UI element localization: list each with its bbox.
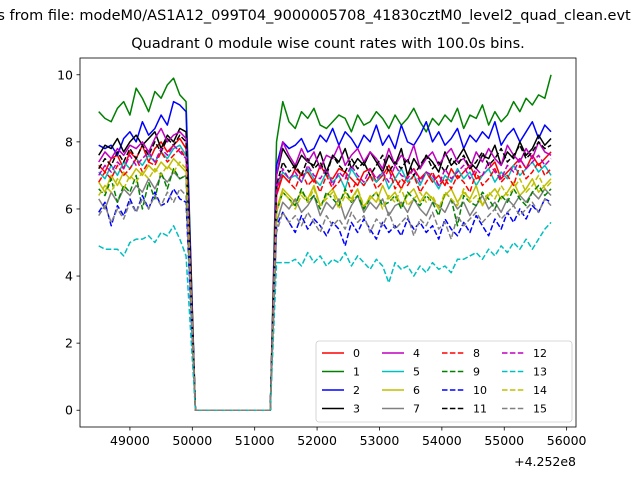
- y-tick-label: 2: [65, 336, 73, 351]
- legend-label-7: 7: [413, 403, 420, 416]
- series-line-8: [98, 147, 552, 411]
- series-line-2: [98, 100, 552, 411]
- legend-label-1: 1: [353, 366, 360, 379]
- legend-label-3: 3: [353, 403, 360, 416]
- y-tick-label: 0: [65, 403, 73, 418]
- chart-title: Quadrant 0 module wise count rates with …: [131, 36, 525, 52]
- legend-label-11: 11: [473, 403, 487, 416]
- x-tick-label: 55000: [484, 433, 524, 448]
- y-tick-label: 10: [57, 67, 73, 82]
- legend-label-8: 8: [473, 347, 480, 360]
- y-tick-label: 4: [65, 269, 73, 284]
- legend-label-5: 5: [413, 366, 420, 379]
- x-tick-label: 49000: [110, 433, 150, 448]
- series-line-3: [98, 127, 552, 411]
- series-line-12: [98, 144, 552, 411]
- legend-label-15: 15: [533, 403, 547, 416]
- legend-label-2: 2: [353, 384, 360, 397]
- x-tick-label: 54000: [422, 433, 462, 448]
- y-tick-label: 6: [65, 201, 73, 216]
- series-line-10: [98, 188, 552, 411]
- legend-label-12: 12: [533, 347, 547, 360]
- series-line-4: [98, 127, 552, 411]
- legend-label-4: 4: [413, 347, 420, 360]
- y-tick-label: 8: [65, 134, 73, 149]
- x-offset-label: +4.252e8: [514, 454, 576, 469]
- x-tick-label: 53000: [360, 433, 400, 448]
- legend-label-13: 13: [533, 366, 547, 379]
- legend-box: [315, 340, 573, 423]
- legend-label-6: 6: [413, 384, 420, 397]
- series-line-15: [98, 188, 552, 411]
- series-line-13: [98, 221, 552, 411]
- legend-label-0: 0: [353, 347, 360, 360]
- x-tick-label: 52000: [297, 433, 337, 448]
- series-line-14: [98, 161, 552, 411]
- figure-suptitle: Plots from file: modeM0/AS1A12_099T04_90…: [0, 8, 631, 24]
- legend-label-14: 14: [533, 384, 547, 397]
- legend-label-10: 10: [473, 384, 487, 397]
- x-tick-label: 56000: [547, 433, 587, 448]
- legend-label-9: 9: [473, 366, 480, 379]
- series-line-1: [98, 74, 552, 411]
- x-tick-label: 51000: [235, 433, 275, 448]
- axes: 49000 50000 51000 52000 53000 54000 55000 56000…: [57, 57, 587, 469]
- series-lines: [98, 74, 552, 411]
- x-tick-label: 50000: [172, 433, 212, 448]
- axes-frame: [79, 57, 577, 428]
